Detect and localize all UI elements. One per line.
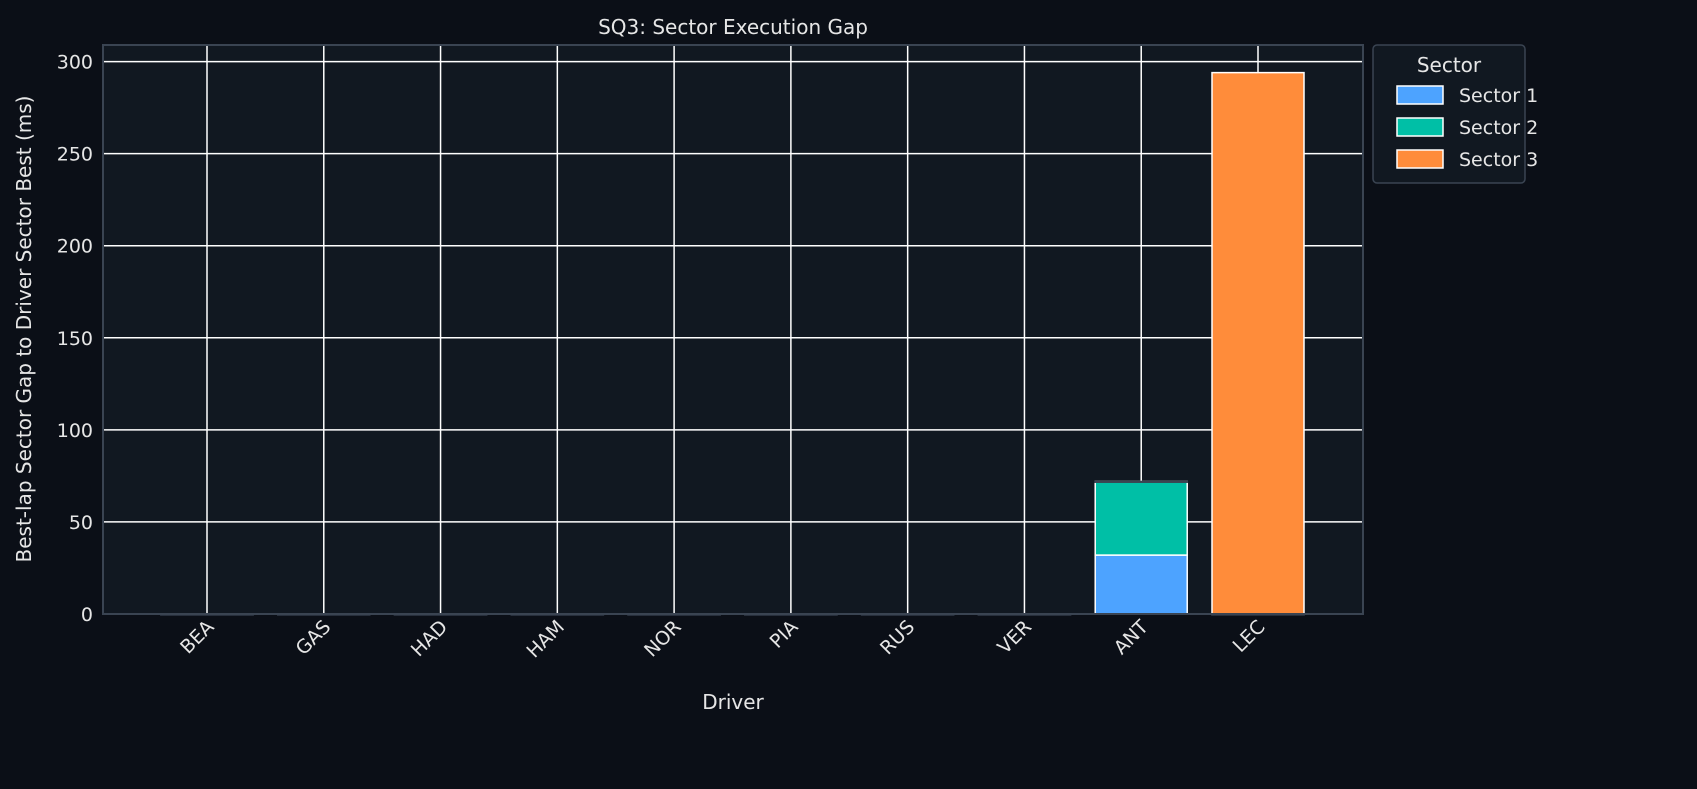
y-axis-ticks: 0 50 100 150 200 250 300	[57, 52, 93, 626]
legend-label: Sector 3	[1459, 149, 1538, 171]
y-tick-label: 0	[81, 604, 93, 626]
legend-box	[1372, 44, 1526, 184]
y-tick-label: 100	[57, 420, 93, 442]
bar-ant-sector-2	[1094, 480, 1188, 556]
y-tick-label: 250	[57, 144, 93, 166]
legend-label: Sector 1	[1459, 85, 1538, 107]
legend-title: Sector	[1417, 53, 1482, 77]
y-tick-label: 300	[57, 52, 93, 74]
bar-ant-sector-3	[1094, 480, 1188, 483]
y-tick-label: 150	[57, 328, 93, 350]
legend: Sector Sector 1 Sector 2 Sector 3	[1372, 44, 1538, 184]
y-tick-label: 50	[69, 512, 93, 534]
chart-title: SQ3: Sector Execution Gap	[598, 15, 868, 39]
bar-lec-sector-3	[1211, 71, 1305, 615]
legend-swatch	[1396, 85, 1444, 105]
y-tick-label: 200	[57, 236, 93, 258]
plot-frame	[102, 44, 1364, 615]
bar-ant-sector-1	[1094, 554, 1188, 615]
legend-swatch	[1396, 117, 1444, 137]
legend-swatch	[1396, 149, 1444, 169]
x-axis-label: Driver	[702, 690, 764, 714]
legend-label: Sector 2	[1459, 117, 1538, 139]
legend-items: Sector 1 Sector 2 Sector 3	[1396, 85, 1538, 171]
y-axis-label: Best-lap Sector Gap to Driver Sector Bes…	[12, 96, 36, 563]
